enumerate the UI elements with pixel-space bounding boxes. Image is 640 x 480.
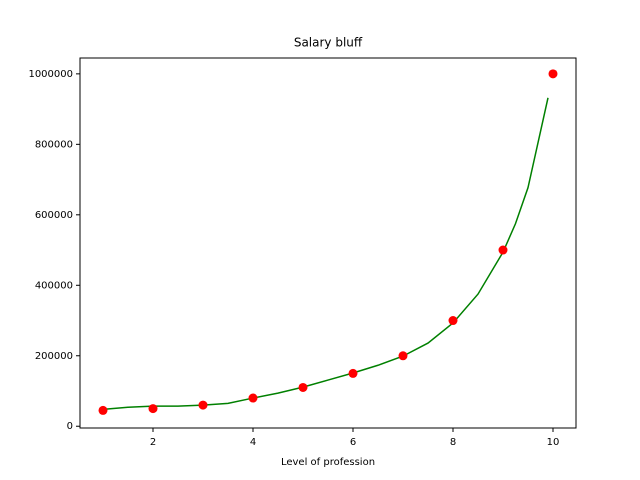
plot-frame — [79, 57, 577, 429]
x-tick-label: 4 — [250, 437, 256, 448]
x-tick-label: 10 — [547, 437, 560, 448]
data-point — [148, 404, 158, 414]
x-axis-label: Level of profession — [281, 457, 375, 468]
data-point — [448, 316, 458, 326]
data-point — [348, 368, 358, 378]
data-point — [98, 405, 108, 415]
chart-title: Salary bluff — [294, 36, 363, 50]
data-point — [548, 69, 558, 79]
data-point — [298, 382, 308, 392]
y-tick-label: 1000000 — [28, 69, 73, 80]
y-tick-label: 400000 — [35, 280, 73, 291]
y-tick-label: 200000 — [35, 351, 73, 362]
data-point — [248, 393, 258, 403]
data-point — [198, 400, 208, 410]
y-tick-label: 0 — [67, 421, 73, 432]
y-tick-label: 600000 — [35, 210, 73, 221]
x-tick-label: 8 — [450, 437, 456, 448]
data-point — [398, 351, 408, 361]
y-tick-label: 800000 — [35, 139, 73, 150]
x-tick-label: 6 — [350, 437, 356, 448]
x-tick-label: 2 — [150, 437, 156, 448]
data-point — [498, 245, 508, 255]
fit-line — [102, 97, 549, 411]
